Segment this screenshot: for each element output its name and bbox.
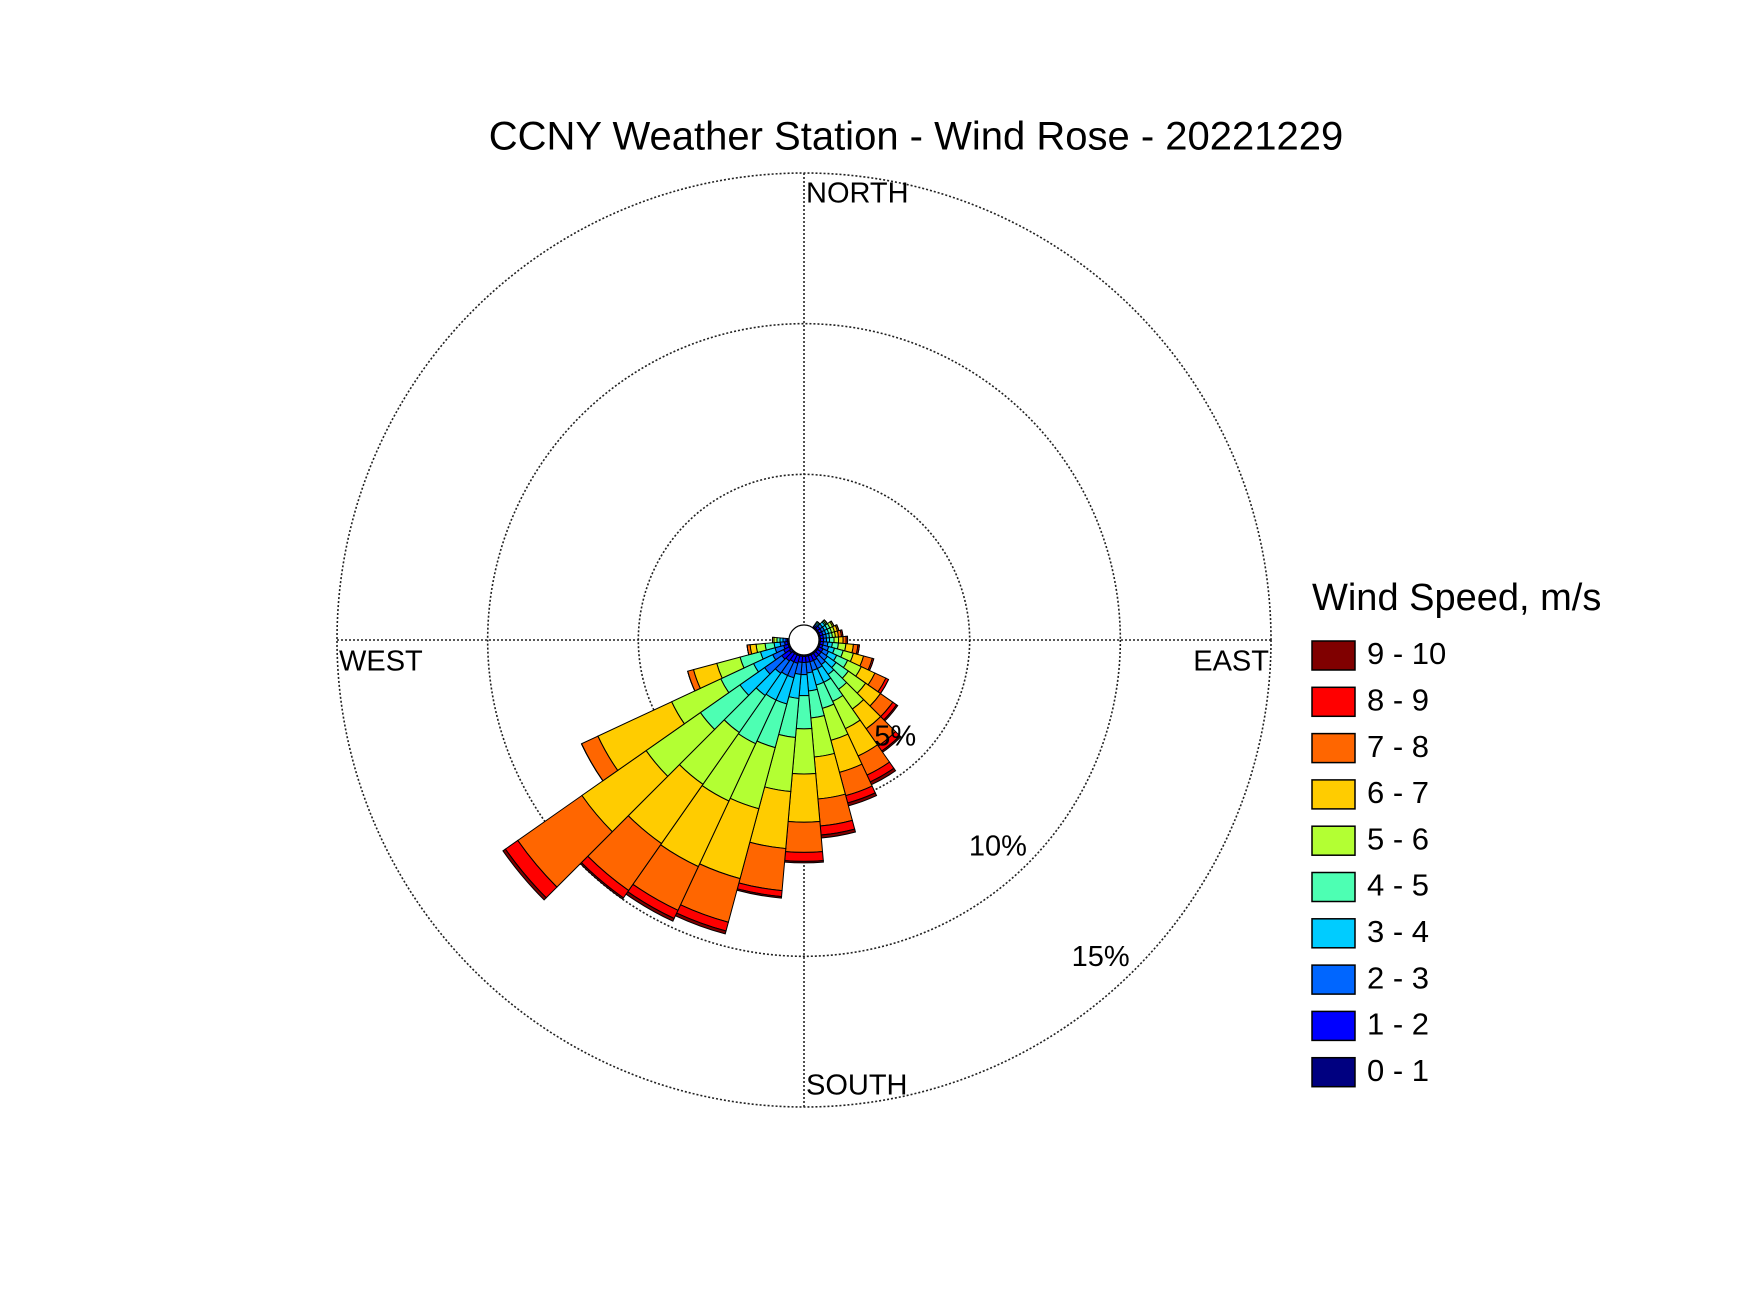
direction-label: WEST xyxy=(339,646,423,678)
center-hole xyxy=(788,624,820,656)
grid-ring xyxy=(486,322,1122,958)
legend-label: 2 - 3 xyxy=(1367,960,1429,995)
legend-label: 9 - 10 xyxy=(1367,636,1446,671)
legend-label: 4 - 5 xyxy=(1367,868,1429,903)
direction-label: SOUTH xyxy=(806,1070,908,1102)
legend-label: 0 - 1 xyxy=(1367,1053,1429,1088)
wedge-segment xyxy=(502,848,547,901)
legend-label: 3 - 4 xyxy=(1367,914,1429,949)
wedge-segment xyxy=(837,636,844,644)
legend: Wind Speed, m/s 9 - 10 8 - 9 7 - 8 6 - 7 5 -… xyxy=(1311,577,1601,1088)
wedge-segment xyxy=(787,772,821,823)
chart-title: CCNY Weather Station - Wind Rose - 20221… xyxy=(489,115,1344,159)
legend-label: 5 - 6 xyxy=(1367,821,1429,856)
wedge-segment xyxy=(784,851,824,862)
legend-swatch xyxy=(1311,964,1356,995)
legend-swatch xyxy=(1311,918,1356,949)
legend-swatch xyxy=(1311,686,1356,718)
legend-title: Wind Speed, m/s xyxy=(1312,577,1601,619)
direction-label: EAST xyxy=(1193,646,1269,678)
legend-label: 6 - 7 xyxy=(1367,775,1429,810)
grid-ring xyxy=(336,172,1272,1108)
legend-label: 7 - 8 xyxy=(1367,729,1429,764)
wedge-segment xyxy=(833,636,840,644)
r-tick-label: 5% xyxy=(874,720,916,752)
legend-label: 1 - 2 xyxy=(1367,1007,1429,1042)
wedge-segment xyxy=(784,860,824,864)
legend-swatch xyxy=(1311,732,1356,764)
wedge-segment xyxy=(784,821,824,853)
r-tick-label: 10% xyxy=(969,831,1027,863)
legend-swatch xyxy=(1311,1010,1356,1042)
wedges xyxy=(502,619,902,935)
r-tick-label: 15% xyxy=(1072,941,1130,973)
legend-label: 8 - 9 xyxy=(1367,682,1429,717)
legend-swatch xyxy=(1311,825,1356,856)
direction-label: NORTH xyxy=(806,178,909,210)
legend-swatch xyxy=(1311,640,1356,671)
labels: 5% 10% 15% NORTH SOUTH WEST EAST xyxy=(339,178,1269,1102)
legend-swatch xyxy=(1311,1056,1356,1088)
legend-swatch xyxy=(1311,779,1356,810)
legend-swatch xyxy=(1311,871,1356,903)
